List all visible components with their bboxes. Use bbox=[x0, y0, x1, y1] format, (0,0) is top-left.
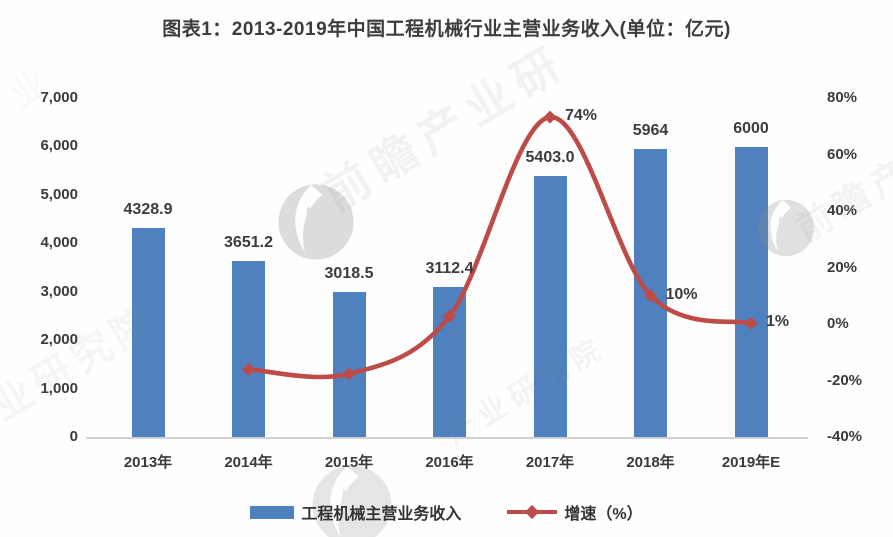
bar-2019年E bbox=[734, 147, 768, 438]
y-axis-tick-right: -20% bbox=[827, 371, 863, 389]
y-axis-tick-right: 40% bbox=[827, 202, 858, 219]
y-axis-tick-left: 6,000 bbox=[40, 137, 78, 155]
y-axis-tick-right: 20% bbox=[827, 258, 858, 276]
x-axis-label: 2018年 bbox=[626, 454, 675, 471]
bar-value-label: 3018.5 bbox=[324, 264, 374, 282]
bar-value-label: 5964 bbox=[632, 122, 669, 140]
x-axis-label: 2015年 bbox=[324, 454, 374, 471]
y-axis-tick-right: 80% bbox=[827, 89, 858, 106]
legend-label-growth: 增速（%） bbox=[564, 506, 643, 523]
y-axis-tick-right: 0% bbox=[827, 315, 849, 332]
bar-2016年 bbox=[433, 287, 466, 438]
y-axis-tick-left: 3,000 bbox=[40, 282, 78, 300]
legend-item-growth: 增速（%） bbox=[507, 500, 643, 524]
bar-value-label: 6000 bbox=[733, 120, 769, 138]
x-axis-label: 2014年 bbox=[224, 454, 273, 471]
y-axis-tick-left: 5,000 bbox=[40, 185, 78, 203]
growth-point-label: 1% bbox=[766, 313, 790, 331]
growth-point-label: 10% bbox=[665, 285, 698, 303]
growth-series-swatch-icon bbox=[507, 504, 558, 520]
y-axis-tick-left: 1,000 bbox=[40, 379, 78, 397]
growth-point-label: 74% bbox=[565, 107, 598, 125]
bar-value-label: 5403.0 bbox=[525, 149, 575, 167]
legend-label-revenue: 工程机械主营业务收入 bbox=[301, 506, 462, 523]
y-axis-tick-right: 60% bbox=[827, 145, 858, 163]
y-axis-tick-left: 0 bbox=[69, 428, 78, 445]
y-axis-tick-left: 4,000 bbox=[40, 234, 78, 252]
x-axis-label: 2016年 bbox=[425, 454, 474, 471]
x-axis-label: 2013年 bbox=[123, 454, 173, 471]
bar-2014年 bbox=[232, 261, 265, 438]
x-axis-label: 2019年E bbox=[721, 454, 781, 471]
y-axis-tick-right: -40% bbox=[827, 428, 863, 445]
bar-value-label: 3112.4 bbox=[425, 260, 474, 278]
bar-value-label: 3651.2 bbox=[224, 234, 273, 252]
bar-2013年 bbox=[131, 228, 165, 438]
y-axis-tick-left: 7,000 bbox=[40, 89, 78, 106]
bar-2018年 bbox=[634, 149, 667, 438]
bar-value-label: 4328.9 bbox=[123, 201, 173, 219]
bar-2017年 bbox=[533, 176, 567, 438]
revenue-series-swatch-icon bbox=[250, 505, 295, 519]
legend: 工程机械主营业务收入 增速（%） bbox=[0, 500, 893, 524]
chart-title: 图表1：2013-2019年中国工程机械行业主营业务收入(单位：亿元) bbox=[162, 19, 731, 40]
y-axis-tick-left: 2,000 bbox=[40, 331, 78, 349]
legend-item-revenue: 工程机械主营业务收入 bbox=[250, 500, 461, 524]
bar-2015年 bbox=[332, 291, 366, 438]
x-axis-label: 2017年 bbox=[525, 454, 575, 471]
x-axis-line bbox=[86, 437, 808, 439]
